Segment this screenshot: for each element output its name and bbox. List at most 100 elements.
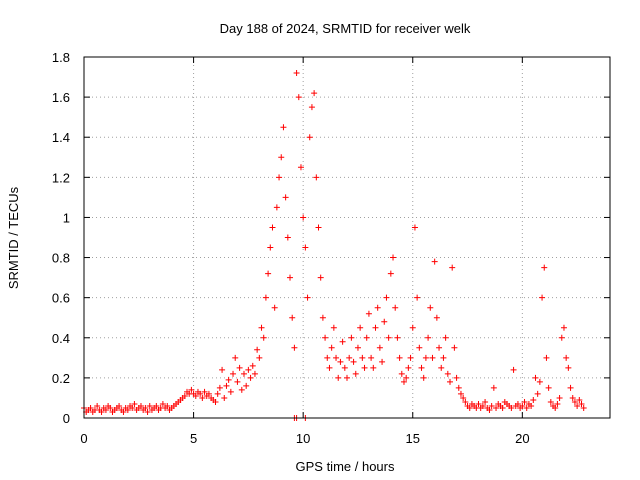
data-point bbox=[256, 354, 263, 361]
y-tick-label: 0.8 bbox=[52, 251, 70, 266]
data-point bbox=[560, 324, 567, 331]
data-point bbox=[556, 394, 563, 401]
data-point bbox=[405, 364, 412, 371]
data-point bbox=[462, 398, 469, 405]
data-point bbox=[372, 324, 379, 331]
data-point bbox=[460, 394, 467, 401]
data-point bbox=[429, 354, 436, 361]
data-point bbox=[297, 164, 304, 171]
y-tick-label: 0.6 bbox=[52, 291, 70, 306]
x-tick-label: 10 bbox=[296, 431, 310, 446]
data-point bbox=[98, 408, 105, 415]
y-tick-label: 1.4 bbox=[52, 130, 70, 145]
data-point bbox=[521, 398, 528, 405]
data-point bbox=[510, 366, 517, 373]
data-point bbox=[234, 378, 241, 385]
data-point bbox=[267, 244, 274, 251]
data-point bbox=[530, 396, 537, 403]
data-point bbox=[262, 294, 269, 301]
x-tick-label: 20 bbox=[515, 431, 529, 446]
data-point bbox=[344, 374, 350, 381]
data-point bbox=[479, 402, 486, 409]
data-point bbox=[534, 390, 541, 397]
data-point bbox=[302, 244, 309, 251]
data-point bbox=[146, 402, 153, 409]
data-point bbox=[387, 270, 394, 277]
data-point bbox=[508, 404, 515, 411]
data-point bbox=[539, 294, 546, 301]
data-point bbox=[400, 378, 407, 385]
data-point bbox=[153, 402, 160, 409]
data-point bbox=[422, 354, 429, 361]
data-point bbox=[192, 392, 199, 399]
data-point bbox=[493, 404, 500, 411]
data-point bbox=[94, 402, 101, 409]
data-point bbox=[379, 358, 386, 365]
data-point bbox=[335, 374, 342, 381]
data-point bbox=[276, 174, 283, 181]
data-point bbox=[431, 258, 438, 265]
data-point bbox=[249, 362, 256, 369]
data-point bbox=[131, 400, 138, 407]
data-point bbox=[370, 364, 377, 371]
data-point bbox=[137, 402, 144, 409]
data-point bbox=[514, 400, 521, 407]
y-tick-label: 1.2 bbox=[52, 170, 70, 185]
x-tick-label: 5 bbox=[190, 431, 197, 446]
data-point bbox=[547, 398, 554, 405]
data-point bbox=[129, 404, 136, 411]
data-point bbox=[578, 400, 585, 407]
data-point bbox=[442, 334, 449, 341]
data-point bbox=[293, 70, 300, 77]
data-point bbox=[260, 334, 267, 341]
data-point bbox=[287, 274, 294, 281]
data-point bbox=[425, 334, 432, 341]
data-point bbox=[390, 254, 397, 261]
data-point bbox=[346, 354, 353, 361]
data-point bbox=[398, 370, 405, 377]
data-point bbox=[284, 234, 291, 241]
data-point bbox=[273, 204, 280, 211]
y-tick-label: 1.8 bbox=[52, 50, 70, 65]
data-point bbox=[326, 364, 333, 371]
data-point bbox=[291, 344, 298, 351]
data-point bbox=[519, 402, 526, 409]
data-point bbox=[466, 404, 473, 411]
data-point bbox=[499, 404, 506, 411]
data-point bbox=[407, 354, 414, 361]
data-point bbox=[569, 394, 576, 401]
data-point bbox=[403, 374, 410, 381]
data-point bbox=[289, 314, 296, 321]
plot-frame bbox=[83, 56, 611, 419]
data-point bbox=[295, 94, 302, 101]
data-point bbox=[328, 344, 335, 351]
data-point bbox=[416, 344, 423, 351]
data-point bbox=[304, 294, 311, 301]
data-point bbox=[282, 194, 289, 201]
data-point bbox=[142, 404, 149, 411]
data-point bbox=[528, 402, 535, 409]
data-point bbox=[381, 318, 388, 325]
data-point bbox=[374, 304, 381, 311]
data-point bbox=[212, 398, 219, 405]
data-point bbox=[87, 404, 94, 411]
y-tick-label: 1 bbox=[63, 210, 70, 225]
data-point bbox=[258, 324, 265, 331]
grid-lines bbox=[84, 57, 610, 418]
data-point bbox=[385, 334, 392, 341]
data-point bbox=[488, 402, 495, 409]
data-point bbox=[221, 394, 228, 401]
data-point bbox=[254, 346, 261, 353]
data-point bbox=[116, 402, 123, 409]
data-point bbox=[348, 334, 355, 341]
data-point bbox=[199, 394, 206, 401]
data-point bbox=[580, 404, 587, 411]
data-point bbox=[236, 364, 243, 371]
data-point bbox=[219, 366, 226, 373]
data-point bbox=[482, 398, 489, 405]
data-point bbox=[438, 364, 445, 371]
data-point bbox=[361, 364, 368, 371]
data-point bbox=[490, 384, 497, 391]
